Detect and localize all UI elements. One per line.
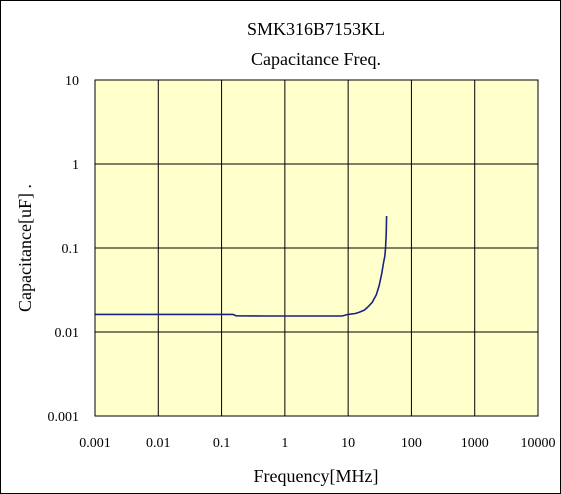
- x-axis-tick-labels: 0.001 0.01 0.1 1 10 100 1000 10000: [79, 436, 555, 451]
- y-tick-label: 0.01: [55, 326, 80, 341]
- y-tick-label: 0.001: [48, 410, 80, 425]
- y-axis-tick-labels: 0.001 0.01 0.1 1 10: [48, 74, 80, 425]
- chart-subtitle: Capacitance Freq.: [251, 49, 381, 69]
- x-tick-label: 100: [401, 436, 422, 451]
- y-tick-label: 10: [65, 74, 79, 89]
- plot-border: [94, 79, 539, 417]
- y-tick-label: 1: [72, 158, 79, 173]
- chart-title: SMK316B7153KL: [247, 19, 385, 39]
- series-line: [95, 216, 388, 317]
- x-tick-label: 1000: [461, 436, 489, 451]
- x-tick-label: 1: [281, 436, 288, 451]
- x-tick-label: 0.001: [79, 436, 111, 451]
- y-tick-label: 0.1: [62, 242, 80, 257]
- x-tick-label: 0.01: [146, 436, 171, 451]
- gridlines: [95, 80, 538, 416]
- y-axis-label: Capacitance[uF] .: [15, 184, 35, 312]
- x-axis-label: Frequency[MHz]: [254, 466, 379, 486]
- x-tick-label: 10: [341, 436, 355, 451]
- x-tick-label: 10000: [521, 436, 556, 451]
- series-group: [95, 216, 388, 317]
- x-tick-label: 0.1: [213, 436, 231, 451]
